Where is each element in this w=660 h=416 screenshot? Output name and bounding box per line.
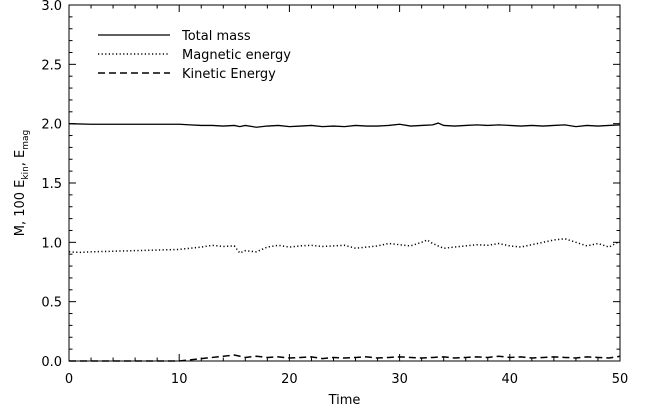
legend-label: Magnetic energy: [182, 48, 291, 63]
y-tick-label: 0.0: [41, 355, 62, 370]
x-axis-title: Time: [328, 393, 361, 408]
y-tick-label: 2.5: [41, 58, 62, 73]
legend: Total mass Magnetic energy Kinetic Energy: [98, 29, 291, 82]
x-tick-label: 10: [171, 372, 188, 387]
y-tick-label: 1.5: [41, 177, 62, 192]
y-tick-label: 1.0: [41, 236, 62, 251]
y-axis-title: M, 100 Ekin, Emag: [13, 130, 31, 237]
series-line-2: [68, 238, 621, 254]
x-tick-label: 0: [65, 372, 73, 387]
y-tick-label: 3.0: [41, 0, 62, 14]
x-tick-label: 50: [612, 372, 629, 387]
y-axis-title-subscript: kin: [21, 166, 31, 179]
x-tick-label: 20: [281, 372, 298, 387]
plot-frame: [68, 4, 621, 362]
legend-label: Total mass: [181, 29, 251, 44]
y-axis-title-part: , E: [13, 150, 28, 166]
y-tick-label: 2.0: [41, 118, 62, 133]
series-line-1: [68, 122, 621, 128]
series-line-3: [69, 354, 621, 362]
x-axis: 0 10 20 30 40 50: [65, 5, 628, 387]
y-axis: 0.0 0.5 1.0 1.5 2.0 2.5 3.0: [41, 0, 620, 370]
y-tick-label: 0.5: [41, 296, 62, 311]
x-tick-label: 40: [502, 372, 519, 387]
y-axis-title-subscript: mag: [21, 130, 31, 150]
x-tick-label: 30: [391, 372, 408, 387]
legend-label: Kinetic Energy: [182, 67, 276, 82]
y-axis-title-part: M, 100 E: [13, 180, 28, 237]
series-lines: [68, 122, 621, 362]
